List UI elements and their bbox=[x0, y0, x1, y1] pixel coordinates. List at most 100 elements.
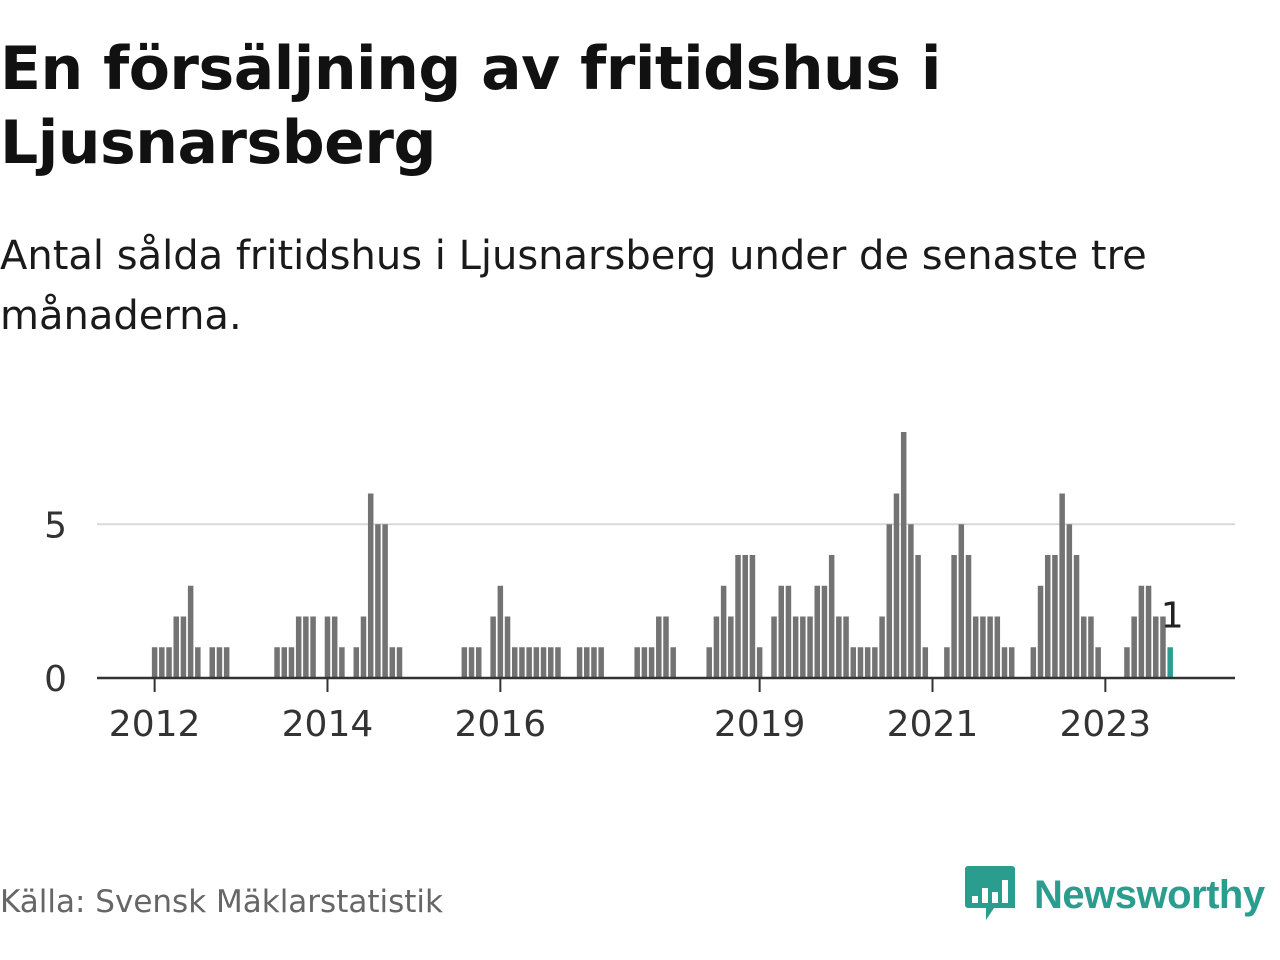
bar bbox=[151, 647, 158, 678]
x-tick-label: 2023 bbox=[1060, 704, 1152, 745]
x-tick-label: 2014 bbox=[282, 704, 374, 745]
highlight-bar bbox=[1167, 647, 1173, 678]
bar bbox=[187, 585, 194, 678]
bar bbox=[475, 647, 482, 678]
y-tick-label: 5 bbox=[44, 505, 67, 546]
bar bbox=[497, 585, 504, 678]
bar bbox=[670, 647, 676, 678]
brand-logo: Newsworthy bbox=[964, 864, 1265, 926]
bar bbox=[504, 616, 511, 678]
bar bbox=[598, 647, 604, 678]
bar bbox=[735, 555, 741, 678]
bar bbox=[843, 616, 849, 678]
bar bbox=[1145, 585, 1152, 678]
bar bbox=[807, 616, 813, 678]
bar bbox=[828, 555, 835, 678]
bar bbox=[857, 647, 864, 678]
bar bbox=[281, 647, 288, 678]
bar bbox=[886, 524, 893, 678]
bar bbox=[1066, 524, 1073, 678]
bar bbox=[1095, 647, 1101, 678]
bar bbox=[461, 647, 468, 678]
highlight-value-label: 1 bbox=[1161, 595, 1184, 636]
bar bbox=[641, 647, 648, 678]
bar bbox=[800, 616, 806, 678]
x-tick-label: 2012 bbox=[109, 704, 201, 745]
bar bbox=[216, 647, 223, 678]
bar bbox=[1059, 493, 1065, 678]
bar bbox=[994, 616, 1001, 678]
bar bbox=[209, 647, 215, 678]
chart-title: En försäljning av fritidshus i Ljusnarsb… bbox=[0, 34, 941, 178]
labels: 0 5 1 2012 2014 2016 2019 2021 2023 bbox=[44, 505, 1184, 745]
bar bbox=[1131, 616, 1137, 678]
bar bbox=[303, 616, 309, 678]
x-tick-label: 2016 bbox=[455, 704, 547, 745]
bar bbox=[331, 616, 338, 678]
bar bbox=[864, 647, 871, 678]
bar bbox=[353, 647, 360, 678]
bar bbox=[951, 555, 957, 678]
bar bbox=[584, 647, 590, 678]
bar bbox=[1037, 585, 1044, 678]
bar bbox=[288, 647, 295, 678]
bar bbox=[922, 647, 929, 678]
bar bbox=[180, 616, 187, 678]
bar bbox=[173, 616, 179, 678]
bar bbox=[540, 647, 547, 678]
bar bbox=[1081, 616, 1087, 678]
bar bbox=[519, 647, 525, 678]
bar bbox=[548, 647, 554, 678]
bar bbox=[274, 647, 280, 678]
bar bbox=[656, 616, 662, 678]
bar bbox=[771, 616, 777, 678]
bar bbox=[1052, 555, 1058, 678]
chart-subtitle: Antal sålda fritidshus i Ljusnarsberg un… bbox=[0, 233, 1147, 339]
bars bbox=[151, 432, 1173, 678]
bar bbox=[1138, 585, 1145, 678]
bar bbox=[526, 647, 532, 678]
bar bbox=[814, 585, 820, 678]
bar bbox=[396, 647, 403, 678]
bar bbox=[490, 616, 496, 678]
bar bbox=[223, 647, 230, 678]
bar bbox=[900, 432, 907, 678]
bar bbox=[893, 493, 900, 678]
bar bbox=[958, 524, 965, 678]
bar bbox=[972, 616, 979, 678]
bar bbox=[591, 647, 597, 678]
bar bbox=[706, 647, 712, 678]
bar bbox=[1160, 616, 1166, 678]
bar bbox=[1088, 616, 1094, 678]
bar bbox=[648, 647, 655, 678]
bar bbox=[166, 647, 172, 678]
bar bbox=[836, 616, 842, 678]
bar bbox=[663, 616, 669, 678]
bar bbox=[382, 524, 388, 678]
bar bbox=[879, 616, 885, 678]
bar bbox=[512, 647, 518, 678]
bar bbox=[785, 585, 792, 678]
bar bbox=[1073, 555, 1080, 678]
bar bbox=[324, 616, 331, 678]
bar bbox=[980, 616, 986, 678]
bar bbox=[339, 647, 345, 678]
bar bbox=[1153, 616, 1159, 678]
bar bbox=[195, 647, 201, 678]
y-tick-label: 0 bbox=[44, 659, 67, 700]
bar bbox=[720, 585, 727, 678]
bar bbox=[713, 616, 720, 678]
x-tick-label: 2019 bbox=[714, 704, 806, 745]
bar bbox=[159, 647, 165, 678]
bar bbox=[555, 647, 561, 678]
bar bbox=[389, 647, 396, 678]
source-note: Källa: Svensk Mäklarstatistik bbox=[0, 884, 443, 920]
bar bbox=[1124, 647, 1130, 678]
bar bbox=[915, 555, 921, 678]
bar bbox=[295, 616, 302, 678]
bar-chart: 0 5 1 2012 2014 2016 2019 2021 2023 bbox=[44, 432, 1235, 745]
bar bbox=[634, 647, 640, 678]
bar bbox=[872, 647, 878, 678]
bar bbox=[375, 524, 381, 678]
x-tick-label: 2021 bbox=[887, 704, 979, 745]
